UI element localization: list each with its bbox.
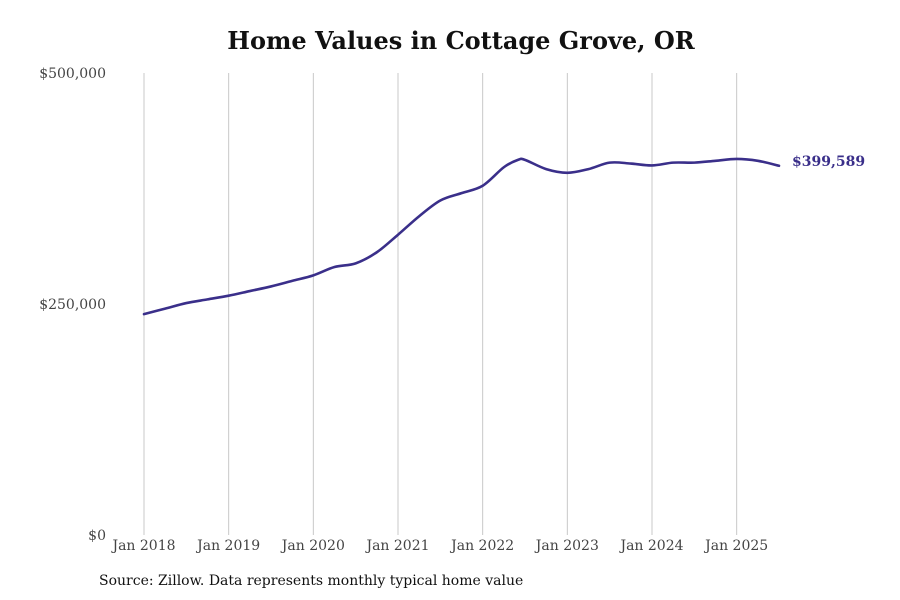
x-tick-label: Jan 2021 (364, 538, 429, 554)
chart-title: Home Values in Cottage Grove, OR (227, 26, 695, 55)
end-value-label: $399,589 (792, 154, 865, 170)
y-tick-label: $0 (88, 528, 106, 544)
series-line (142, 157, 781, 316)
x-tick-label: Jan 2019 (195, 538, 260, 554)
y-tick-label: $500,000 (39, 66, 106, 82)
x-tick-label: Jan 2025 (703, 538, 768, 554)
y-axis-ticks: $0 $250,000 $500,000 (39, 66, 106, 544)
gridlines (143, 73, 738, 535)
x-tick-label: Jan 2023 (534, 538, 599, 554)
x-tick-label: Jan 2018 (110, 538, 175, 554)
x-tick-label: Jan 2022 (449, 538, 514, 554)
end-label-layer: $399,589 (792, 154, 865, 170)
series-layer (142, 157, 781, 316)
x-axis-ticks: Jan 2018 Jan 2019 Jan 2020 Jan 2021 Jan 2022… (110, 538, 768, 554)
source-note: Source: Zillow. Data represents monthly … (99, 573, 524, 589)
x-tick-label: Jan 2020 (280, 538, 345, 554)
x-tick-label: Jan 2024 (618, 538, 683, 554)
y-tick-label: $250,000 (39, 297, 106, 313)
